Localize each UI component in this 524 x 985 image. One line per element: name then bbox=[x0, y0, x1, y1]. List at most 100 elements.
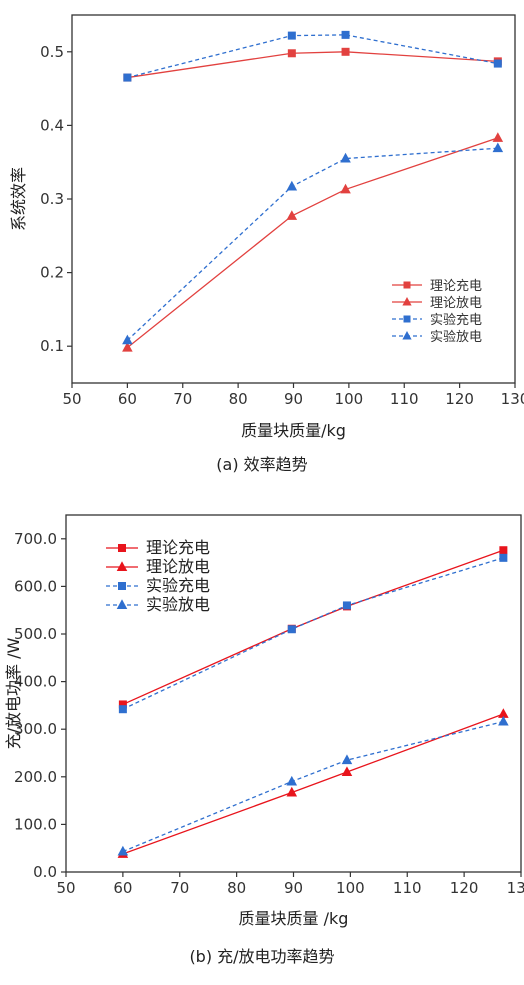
data-point bbox=[498, 715, 509, 726]
data-point bbox=[122, 341, 133, 352]
data-point bbox=[340, 183, 351, 194]
data-point bbox=[117, 845, 129, 856]
series-2 bbox=[117, 708, 509, 858]
x-tick-label: 50 bbox=[56, 879, 75, 897]
series-line bbox=[122, 549, 504, 706]
data-point bbox=[287, 625, 296, 634]
x-tick-label: 70 bbox=[173, 390, 192, 408]
y-tick-label: 0.1 bbox=[40, 337, 64, 355]
y-tick-label: 0.3 bbox=[40, 190, 64, 208]
data-point bbox=[118, 700, 127, 709]
figure-caption: (b) 充/放电功率趋势 bbox=[189, 947, 334, 966]
x-tick-label: 80 bbox=[229, 390, 248, 408]
y-tick-label: 700.0 bbox=[14, 530, 57, 548]
legend-marker bbox=[118, 582, 126, 590]
x-tick-label: 80 bbox=[227, 879, 246, 897]
y-tick-label: 400.0 bbox=[14, 673, 57, 691]
series-3 bbox=[118, 553, 508, 714]
x-tick-label: 60 bbox=[118, 390, 137, 408]
legend-label: 实验充电 bbox=[430, 312, 482, 328]
data-point bbox=[341, 754, 353, 765]
series-3 bbox=[123, 30, 502, 82]
y-tick-label: 300.0 bbox=[14, 720, 57, 738]
chart-a: 50 60 70 80 90 100 110 120 130 0.1 0.2 0.3 0.4 0.5 质量块… bbox=[9, 14, 524, 474]
legend-marker bbox=[403, 315, 411, 323]
legend-label: 理论放电 bbox=[146, 557, 210, 576]
y-tick-label: 200.0 bbox=[14, 768, 57, 786]
series-4 bbox=[122, 142, 504, 345]
legend-label: 实验放电 bbox=[146, 595, 210, 614]
x-tick-label: 110 bbox=[393, 879, 422, 897]
series-4 bbox=[117, 715, 509, 856]
data-point bbox=[123, 73, 132, 82]
y-tick-label: 100.0 bbox=[14, 815, 57, 833]
x-tick-label: 60 bbox=[113, 879, 132, 897]
x-tick-label: 110 bbox=[390, 390, 419, 408]
x-tick-label: 90 bbox=[284, 390, 303, 408]
data-point bbox=[341, 30, 350, 39]
x-tick-label: 120 bbox=[450, 879, 479, 897]
chart-b: 50 60 70 80 90 100 110 120 130 0.0 100.0 200.0 300.0… bbox=[4, 514, 524, 966]
data-point bbox=[118, 705, 127, 714]
data-point bbox=[286, 210, 298, 220]
series-line bbox=[126, 147, 498, 341]
data-point bbox=[492, 132, 504, 142]
data-point bbox=[286, 786, 298, 797]
series-line bbox=[122, 713, 504, 855]
legend-marker bbox=[402, 296, 412, 306]
data-point bbox=[287, 31, 296, 40]
data-point bbox=[340, 152, 351, 163]
legend-marker bbox=[118, 544, 126, 552]
legend-marker bbox=[402, 330, 412, 340]
series-line bbox=[127, 51, 498, 79]
x-tick-label: 90 bbox=[284, 879, 303, 897]
legend-marker bbox=[403, 281, 411, 289]
data-point bbox=[499, 553, 508, 562]
legend-marker bbox=[116, 561, 128, 571]
series-2 bbox=[122, 132, 504, 352]
figure-caption: (a) 效率趋势 bbox=[216, 455, 307, 474]
y-tick-label: 0.4 bbox=[40, 116, 64, 134]
legend-label: 理论充电 bbox=[430, 278, 482, 294]
legend-label: 理论充电 bbox=[146, 538, 210, 557]
data-point bbox=[286, 775, 298, 786]
x-tick-label: 70 bbox=[170, 879, 189, 897]
data-point bbox=[498, 708, 509, 718]
data-point bbox=[499, 546, 508, 555]
y-axis-label: 充/放电功率 /W bbox=[4, 637, 23, 749]
data-point bbox=[286, 180, 298, 191]
series-line bbox=[127, 34, 498, 79]
x-tick-label: 130 bbox=[507, 879, 524, 897]
data-point bbox=[341, 766, 353, 776]
data-point bbox=[492, 142, 504, 153]
data-point bbox=[287, 49, 296, 58]
y-tick-label: 600.0 bbox=[14, 577, 57, 595]
y-tick-label: 500.0 bbox=[14, 625, 57, 643]
x-tick-label: 120 bbox=[445, 390, 474, 408]
y-axis-label: 系统效率 bbox=[9, 167, 28, 231]
series-line bbox=[122, 720, 504, 853]
x-tick-label: 50 bbox=[62, 390, 81, 408]
legend-label: 实验充电 bbox=[146, 576, 210, 595]
y-tick-label: 0.0 bbox=[33, 863, 57, 881]
legend-label: 理论放电 bbox=[430, 296, 482, 311]
y-tick-label: 0.2 bbox=[40, 264, 64, 282]
legend-label: 实验放电 bbox=[430, 329, 482, 345]
data-point bbox=[341, 47, 350, 56]
x-tick-label: 100 bbox=[335, 390, 364, 408]
legend-marker bbox=[116, 599, 128, 609]
series-line bbox=[122, 557, 504, 710]
x-axis-label: 质量块质量/kg bbox=[241, 421, 346, 440]
x-tick-label: 130 bbox=[501, 390, 524, 408]
series-line bbox=[126, 137, 499, 349]
x-tick-label: 100 bbox=[336, 879, 365, 897]
data-point bbox=[122, 334, 133, 345]
y-tick-label: 0.5 bbox=[40, 43, 64, 61]
series-1 bbox=[123, 47, 502, 82]
data-point bbox=[493, 59, 502, 68]
data-point bbox=[342, 601, 351, 610]
x-axis-label: 质量块质量 /kg bbox=[239, 909, 349, 928]
